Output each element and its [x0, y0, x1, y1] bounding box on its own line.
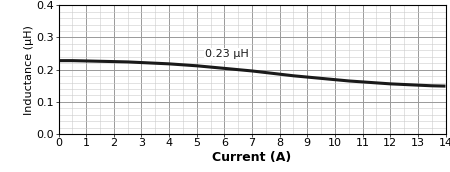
- Y-axis label: Inductance (μH): Inductance (μH): [24, 25, 34, 115]
- Text: 0.23 μH: 0.23 μH: [205, 49, 249, 59]
- X-axis label: Current (A): Current (A): [212, 151, 292, 164]
